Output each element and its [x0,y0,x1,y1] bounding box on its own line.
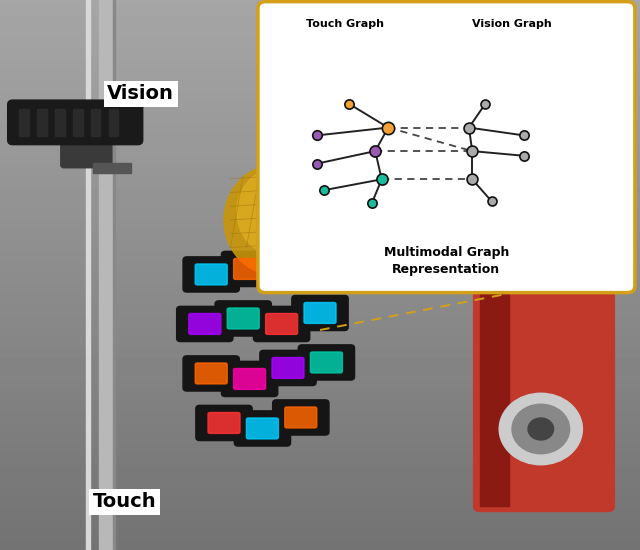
Circle shape [528,418,554,440]
FancyBboxPatch shape [208,412,240,433]
Text: Multimodal Graph
Representation: Multimodal Graph Representation [384,246,509,276]
FancyBboxPatch shape [273,400,329,435]
Point [318,186,329,195]
FancyBboxPatch shape [266,314,298,334]
Circle shape [499,393,582,465]
FancyBboxPatch shape [234,411,291,446]
Point [486,197,497,206]
Ellipse shape [262,235,326,282]
Ellipse shape [237,169,314,254]
FancyBboxPatch shape [253,306,310,342]
FancyBboxPatch shape [196,405,252,441]
Point [467,175,477,184]
FancyBboxPatch shape [195,363,227,384]
FancyBboxPatch shape [61,138,112,168]
FancyBboxPatch shape [272,358,304,378]
Point [383,123,393,132]
FancyBboxPatch shape [304,302,336,323]
Bar [480,220,509,506]
Text: Touch: Touch [93,492,157,511]
Text: Vision: Vision [108,84,174,103]
FancyBboxPatch shape [474,214,614,512]
Text: Vision Graph: Vision Graph [472,19,552,29]
Bar [113,0,115,550]
FancyBboxPatch shape [195,264,227,285]
FancyBboxPatch shape [177,306,233,342]
FancyBboxPatch shape [285,407,317,428]
Bar [19,109,29,136]
Text: Touch Graph: Touch Graph [306,19,384,29]
Point [519,151,529,160]
Bar [91,109,100,136]
FancyBboxPatch shape [298,345,355,380]
Bar [73,109,83,136]
Point [467,147,477,156]
FancyBboxPatch shape [260,257,316,292]
Point [464,123,474,132]
FancyBboxPatch shape [215,301,271,336]
FancyBboxPatch shape [8,100,143,145]
Point [376,175,387,184]
Ellipse shape [224,165,326,275]
Bar [109,109,118,136]
Bar [55,109,65,136]
FancyBboxPatch shape [183,356,239,391]
FancyBboxPatch shape [234,258,266,279]
FancyBboxPatch shape [272,264,304,285]
Point [519,131,529,140]
FancyBboxPatch shape [246,418,278,439]
FancyBboxPatch shape [189,314,221,334]
Point [312,160,322,168]
FancyBboxPatch shape [292,295,348,331]
Point [370,147,380,156]
FancyBboxPatch shape [258,2,635,293]
Point [312,131,322,140]
FancyBboxPatch shape [183,257,239,292]
FancyBboxPatch shape [260,350,316,386]
Point [367,199,377,207]
Bar [99,0,113,550]
FancyBboxPatch shape [227,308,259,329]
FancyBboxPatch shape [234,368,266,389]
Bar [93,163,131,173]
Point [480,100,490,108]
FancyBboxPatch shape [221,251,278,287]
FancyBboxPatch shape [221,361,278,397]
Bar [37,109,47,136]
Circle shape [512,404,570,454]
Bar [86,0,90,550]
Point [344,100,355,108]
FancyBboxPatch shape [310,352,342,373]
